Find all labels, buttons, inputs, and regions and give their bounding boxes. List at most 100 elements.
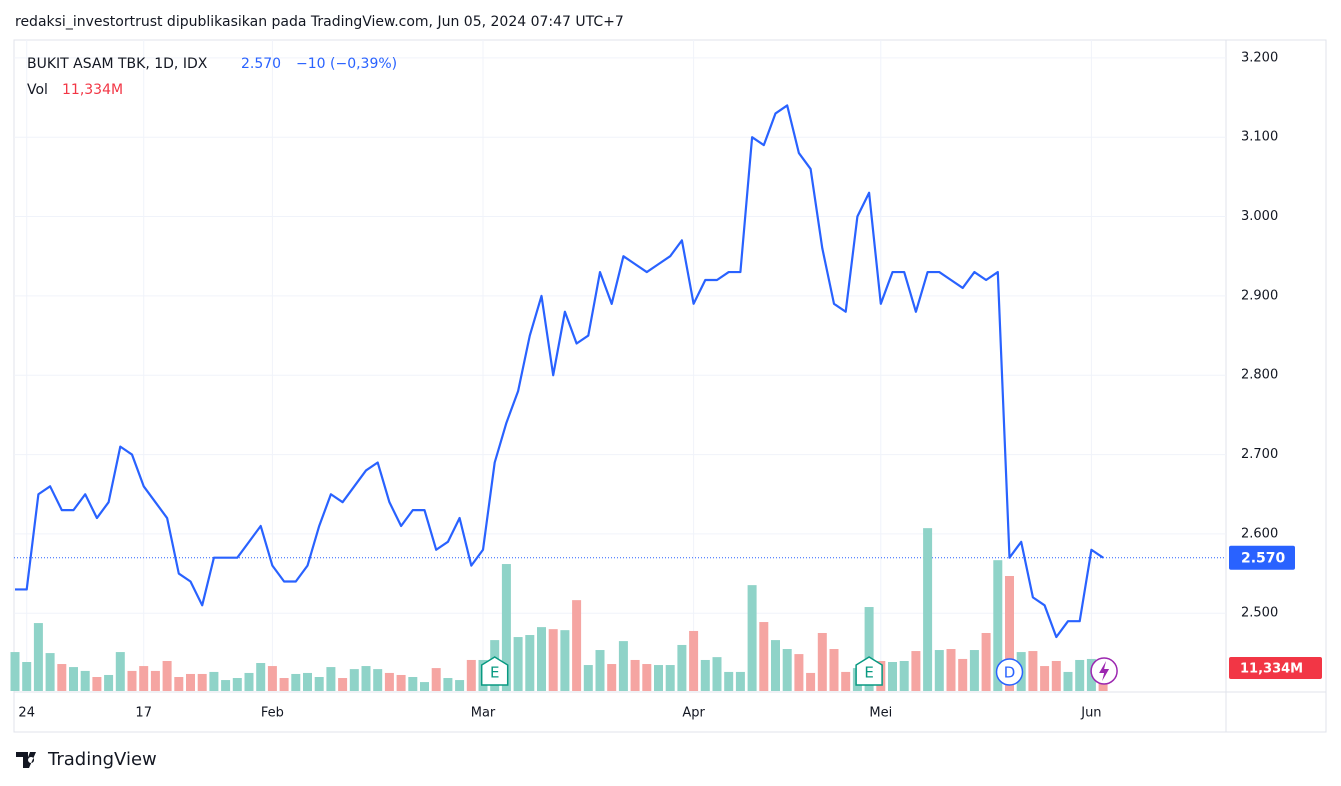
volume-bar <box>642 664 652 691</box>
volume-bar <box>162 660 172 691</box>
volume-bar <box>209 671 219 691</box>
volume-bar <box>291 673 301 691</box>
volume-bar <box>712 657 722 691</box>
x-tick-label: Mar <box>471 706 496 721</box>
x-tick-label: Apr <box>682 706 705 721</box>
volume-bar <box>279 678 289 691</box>
tradingview-logo: TradingView <box>16 749 157 770</box>
volume-bar <box>525 635 535 691</box>
event-label: E <box>490 664 499 682</box>
y-tick-label: 2.500 <box>1241 606 1278 621</box>
volume-bar <box>560 630 570 691</box>
volume-bar <box>1028 651 1038 691</box>
event-label: D <box>1004 664 1016 682</box>
volume-bar <box>45 653 55 691</box>
volume-bar <box>572 600 582 691</box>
volume-bar <box>946 649 956 691</box>
event-marker <box>855 656 883 686</box>
volume-bar <box>595 650 605 691</box>
volume-bar <box>127 670 137 691</box>
volume-bar <box>899 660 909 691</box>
volume-bar <box>1063 671 1073 691</box>
volume-bar <box>583 665 593 691</box>
volume-bar <box>782 649 792 691</box>
x-tick-label: Jun <box>1080 706 1101 721</box>
volume-bar <box>186 673 195 691</box>
volume-bar <box>513 637 523 691</box>
volume-bar <box>607 664 617 691</box>
volume-bar <box>677 644 687 691</box>
price-tag-label: 2.570 <box>1241 551 1286 567</box>
y-tick-label: 2.600 <box>1241 526 1278 541</box>
volume-bar <box>618 641 628 691</box>
volume-bar <box>841 671 851 691</box>
volume-bar <box>92 677 102 691</box>
event-marker <box>480 656 509 686</box>
volume-bar <box>455 680 465 691</box>
x-tick-label: 17 <box>135 706 152 721</box>
volume-bar <box>911 651 921 691</box>
y-tick-label: 2.900 <box>1241 288 1278 303</box>
volume-bar <box>923 528 933 691</box>
volume-bar <box>548 629 558 691</box>
volume-bar <box>969 650 979 691</box>
volume-bar <box>864 607 874 691</box>
volume-bar <box>1005 576 1014 691</box>
x-tick-label: 24 <box>18 706 35 721</box>
news-icon-bolt <box>1099 661 1110 681</box>
x-tick-label: Feb <box>261 706 284 721</box>
event-marker <box>995 658 1024 686</box>
volume-bar <box>724 671 734 691</box>
y-tick-label: 3.100 <box>1241 130 1278 145</box>
volume-bar <box>22 661 32 691</box>
y-tick-label: 3.000 <box>1241 209 1278 224</box>
volume-bar <box>771 640 780 691</box>
y-tick-label: 2.800 <box>1241 368 1278 383</box>
volume-bar <box>267 666 277 691</box>
volume-bar <box>150 670 160 691</box>
volume-bar <box>501 564 511 691</box>
volume-tag-label: 11,334M <box>1240 662 1303 677</box>
volume-bar <box>244 672 254 691</box>
volume-bar <box>981 632 991 691</box>
volume-bar <box>431 668 441 691</box>
price-change: −10 (−0,39%) <box>296 56 397 72</box>
volume-bar <box>794 654 804 691</box>
volume-bar <box>1040 666 1050 691</box>
volume-bar <box>80 670 90 691</box>
volume-bar <box>303 672 312 691</box>
volume-tag <box>1229 657 1322 680</box>
volume-bar <box>759 622 769 691</box>
volume-bar <box>361 666 371 691</box>
volume-bar <box>443 678 453 691</box>
volume-bar <box>408 677 418 691</box>
volume-bar <box>829 649 839 691</box>
volume-bar <box>197 673 207 691</box>
volume-bar <box>888 661 897 691</box>
volume-bar <box>384 672 394 691</box>
volume-bar <box>689 630 699 691</box>
publisher: redaksi_investortrust dipublikasikan pad… <box>15 14 624 30</box>
event-label: E <box>864 664 873 682</box>
volume-bar <box>232 678 242 691</box>
volume-bar <box>993 560 1003 691</box>
last-price: 2.570 <box>241 56 281 72</box>
volume-bar <box>1075 659 1085 691</box>
volume-bar <box>256 663 266 691</box>
volume-bar <box>537 627 546 691</box>
price-tag <box>1229 545 1295 570</box>
plot: 2.500 2.600 2.700 2.800 2.900 3.000 3.100 3.200… <box>10 40 1322 721</box>
x-tick-label: Mei <box>869 706 892 721</box>
volume-bar <box>174 677 184 691</box>
volume-bar <box>1051 660 1061 691</box>
volume-bar <box>654 665 663 691</box>
volume-bar <box>466 659 476 691</box>
volume-bar <box>115 652 125 691</box>
volume-bar <box>630 659 640 691</box>
volume-bar <box>221 680 231 691</box>
volume-bar <box>338 678 348 691</box>
chart-frame <box>13 39 1327 733</box>
volume-bar <box>665 665 675 691</box>
